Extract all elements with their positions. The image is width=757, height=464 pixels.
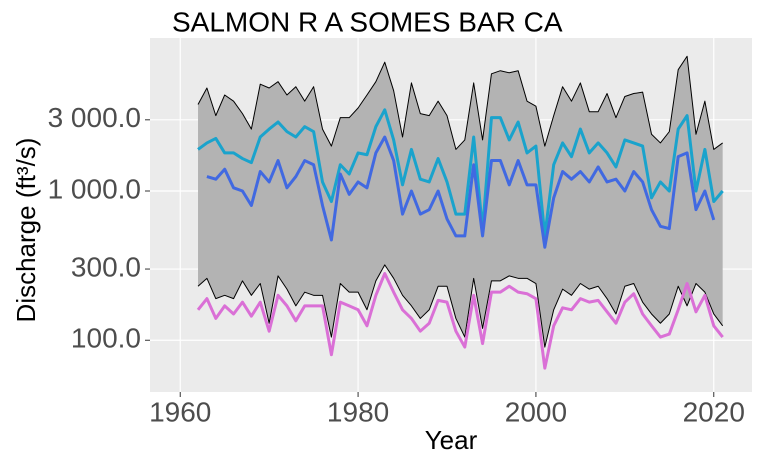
x-tick-label: 2020 — [683, 396, 745, 427]
series-line — [206, 135, 716, 249]
y-tick-label: 100.0 — [71, 323, 141, 354]
x-axis-title: Year — [425, 425, 478, 455]
series-line — [197, 108, 724, 238]
x-tick-label: 1980 — [327, 396, 389, 427]
band-upper-edge — [197, 55, 723, 150]
y-tick-label: 3 000.0 — [48, 102, 141, 133]
x-tick-label: 2000 — [505, 396, 567, 427]
x-tick-label: 1960 — [149, 396, 211, 427]
range-band — [198, 56, 723, 348]
y-axis-title: Discharge (ft³/s) — [11, 138, 41, 323]
y-tick-label: 300.0 — [71, 251, 141, 282]
y-tick-label: 1 000.0 — [48, 173, 141, 204]
series-line — [196, 272, 724, 370]
band-lower-edge — [197, 264, 724, 348]
chart-title: SALMON R A SOMES BAR CA — [172, 6, 563, 37]
